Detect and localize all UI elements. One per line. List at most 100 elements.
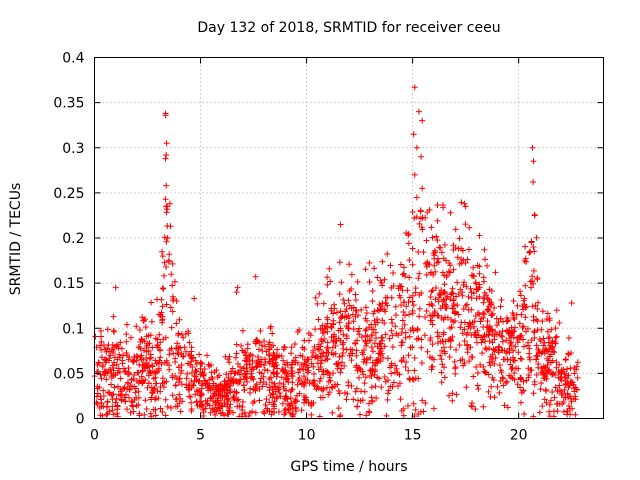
data-point: [198, 360, 205, 367]
data-point: [439, 361, 446, 368]
data-point: [434, 202, 441, 209]
data-point: [546, 315, 553, 322]
data-point: [152, 406, 159, 413]
data-point: [258, 361, 265, 368]
data-point: [301, 399, 308, 406]
data-point: [289, 370, 296, 377]
data-point: [336, 390, 343, 397]
data-point: [320, 385, 327, 392]
data-point: [437, 352, 444, 359]
data-point: [450, 305, 457, 312]
data-point: [452, 365, 459, 372]
data-point: [155, 344, 162, 351]
data-point: [441, 314, 448, 321]
data-point: [109, 362, 116, 369]
data-point: [300, 373, 307, 380]
data-point: [567, 350, 574, 357]
data-point: [149, 363, 156, 370]
data-point: [234, 397, 241, 404]
data-point: [556, 382, 563, 389]
data-point: [400, 308, 407, 315]
data-point: [476, 281, 483, 288]
data-point: [546, 401, 553, 408]
data-point: [473, 363, 480, 370]
data-point: [110, 313, 117, 320]
data-point: [280, 381, 287, 388]
data-point: [350, 304, 357, 311]
data-point: [428, 288, 435, 295]
data-point: [241, 409, 248, 416]
data-point: [572, 396, 579, 403]
data-point: [157, 347, 164, 354]
data-point: [255, 353, 262, 360]
data-point: [143, 342, 150, 349]
data-point: [418, 153, 425, 160]
data-point: [431, 262, 438, 269]
data-point: [288, 364, 295, 371]
data-point: [560, 408, 567, 415]
data-point: [329, 409, 336, 416]
data-point: [489, 339, 496, 346]
data-point: [484, 318, 491, 325]
data-point: [392, 312, 399, 319]
data-point: [202, 381, 209, 388]
data-point: [389, 332, 396, 339]
data-point: [223, 371, 230, 378]
data-point: [109, 407, 116, 414]
data-point: [402, 329, 409, 336]
data-point: [430, 356, 437, 363]
data-point: [410, 327, 417, 334]
data-point: [285, 406, 292, 413]
data-point: [200, 406, 207, 413]
data-point: [348, 271, 355, 278]
data-point: [244, 345, 251, 352]
data-point: [509, 330, 516, 337]
data-point: [332, 383, 339, 390]
data-point: [261, 366, 268, 373]
data-point: [314, 360, 321, 367]
data-point: [558, 377, 565, 384]
data-point: [152, 374, 159, 381]
data-point: [373, 395, 380, 402]
data-point: [452, 364, 459, 371]
data-point: [543, 387, 550, 394]
data-point: [98, 333, 105, 340]
data-point: [384, 377, 391, 384]
data-point: [395, 383, 402, 390]
data-point: [355, 328, 362, 335]
data-point: [427, 354, 434, 361]
data-point: [372, 329, 379, 336]
data-point: [566, 405, 573, 412]
x-tick-label: 15: [404, 428, 422, 444]
data-point: [574, 359, 581, 366]
data-point: [221, 378, 228, 385]
data-point: [534, 353, 541, 360]
data-point: [546, 334, 553, 341]
data-point: [156, 331, 163, 338]
data-point: [191, 295, 198, 302]
data-point: [159, 248, 166, 255]
data-point: [234, 284, 241, 291]
data-point: [115, 383, 122, 390]
data-point: [462, 203, 469, 210]
data-point: [522, 243, 529, 250]
data-point: [456, 342, 463, 349]
data-point: [494, 383, 501, 390]
data-point: [462, 259, 469, 266]
data-point: [429, 302, 436, 309]
data-point: [467, 325, 474, 332]
data-point: [142, 361, 149, 368]
x-axis-label: GPS time / hours: [290, 459, 407, 475]
data-point: [415, 335, 422, 342]
data-point: [454, 279, 461, 286]
data-point: [281, 411, 288, 418]
data-point: [210, 380, 217, 387]
data-point: [103, 411, 110, 418]
data-point: [98, 354, 105, 361]
data-point: [481, 295, 488, 302]
data-point: [363, 309, 370, 316]
data-point: [292, 354, 299, 361]
data-point: [393, 365, 400, 372]
data-point: [98, 396, 105, 403]
x-tick-label: 5: [196, 428, 205, 444]
